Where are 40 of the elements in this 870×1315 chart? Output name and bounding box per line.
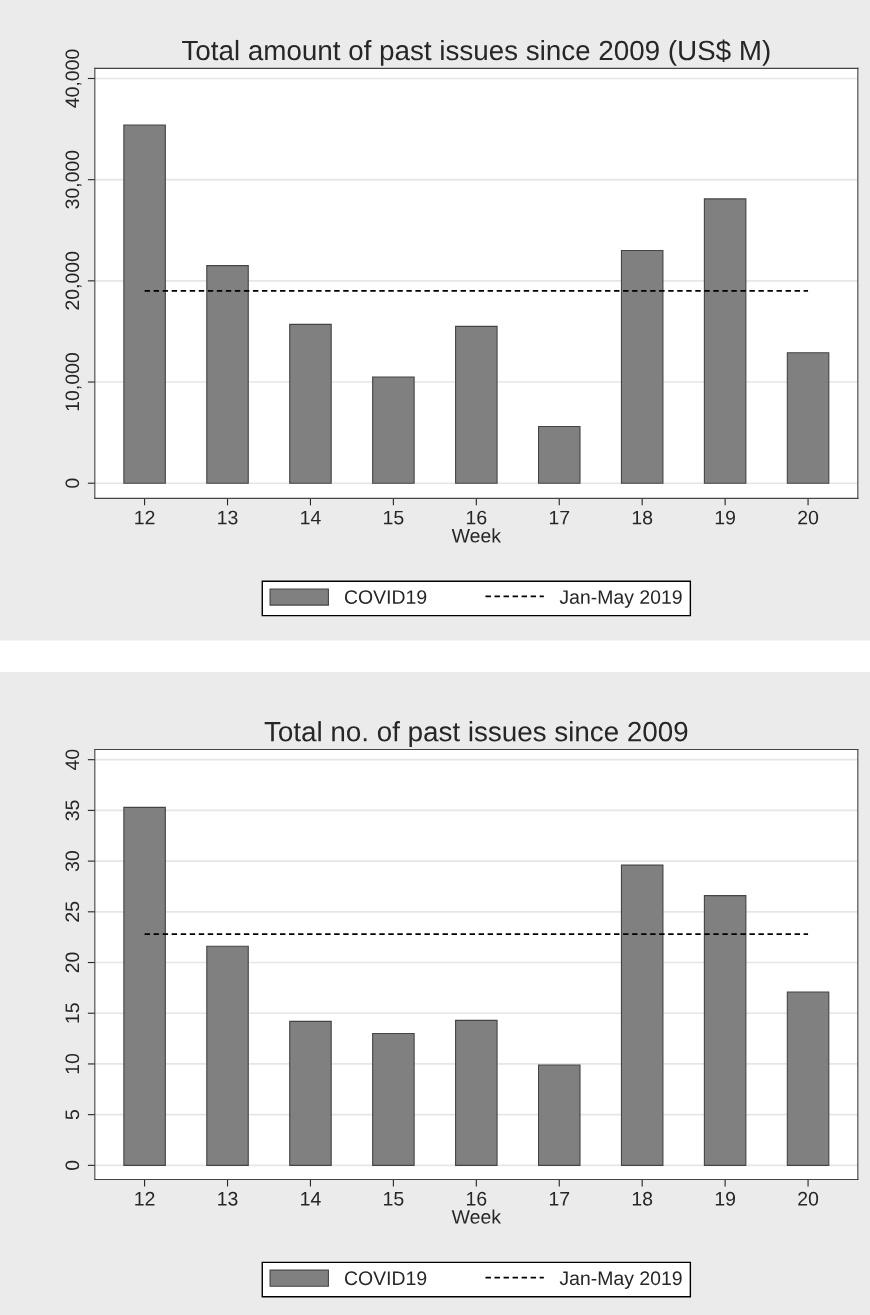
- y-tick-label: 40: [65, 749, 80, 771]
- chart-title: Total amount of past issues since 2009 (US$ M): [182, 39, 770, 66]
- x-axis-title: Week: [451, 528, 502, 543]
- x-tick-label: 19: [715, 510, 736, 525]
- y-tick-label: 5: [65, 1110, 80, 1120]
- y-tick-label: 25: [65, 901, 80, 922]
- x-tick-label: 12: [135, 1191, 155, 1206]
- x-tick-label: 18: [632, 510, 653, 525]
- y-tick-label: 35: [65, 800, 80, 821]
- legend-label: COVID19: [344, 590, 427, 604]
- y-tick-label: 15: [65, 1003, 80, 1023]
- legend-label: Jan-May 2019: [559, 1271, 682, 1289]
- x-tick-label: 20: [798, 510, 819, 525]
- x-tick-label: 13: [218, 1191, 238, 1206]
- x-axis-title: Week: [451, 1209, 502, 1224]
- x-tick-label: 19: [715, 1191, 736, 1206]
- y-tick-label: 0: [65, 1160, 80, 1170]
- x-tick-label: 17: [549, 1192, 570, 1206]
- y-tick-label: 0: [65, 478, 80, 488]
- y-tick-label: 10: [65, 1053, 80, 1074]
- y-tick-label: 40,000: [65, 49, 82, 108]
- x-tick-label: 17: [549, 510, 570, 525]
- x-tick-label: 15: [384, 510, 404, 525]
- x-tick-label: 12: [135, 510, 155, 525]
- x-tick-label: 16: [466, 510, 487, 525]
- x-tick-label: 20: [798, 1191, 819, 1206]
- x-tick-label: 14: [301, 510, 321, 525]
- x-tick-label: 16: [466, 1191, 487, 1206]
- y-tick-label: 30: [65, 851, 80, 872]
- y-tick-label: 30,000: [65, 150, 82, 209]
- x-tick-label: 13: [218, 510, 238, 525]
- legend-label: Jan-May 2019: [559, 590, 682, 608]
- x-tick-label: 18: [632, 1191, 653, 1206]
- x-tick-label: 14: [301, 1192, 321, 1206]
- y-tick-label: 20,000: [65, 251, 82, 310]
- legend-label: COVID19: [344, 1271, 427, 1286]
- x-tick-label: 15: [384, 1192, 404, 1206]
- y-tick-label: 10,000: [65, 353, 82, 411]
- chart-title: Total no. of past issues since 2009: [264, 721, 688, 747]
- y-tick-label: 20: [65, 952, 80, 973]
